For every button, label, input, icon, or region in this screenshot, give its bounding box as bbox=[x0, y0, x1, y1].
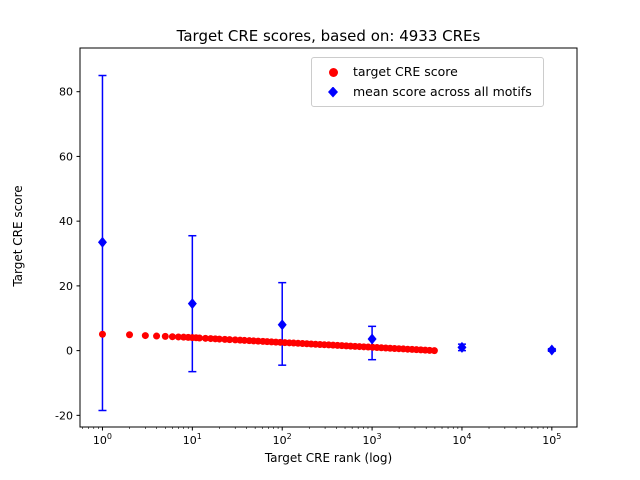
y-tick-label: 0 bbox=[66, 345, 73, 358]
legend-label-target: target CRE score bbox=[353, 64, 458, 79]
legend-item-target: target CRE score bbox=[322, 64, 532, 80]
x-tick-label: 101 bbox=[183, 432, 202, 447]
legend-item-mean: mean score across all motifs bbox=[322, 84, 532, 100]
mean-point bbox=[277, 319, 287, 331]
x-tick-label: 103 bbox=[363, 432, 382, 447]
y-tick-label: 60 bbox=[59, 150, 73, 163]
mean-errorbars bbox=[98, 74, 556, 412]
y-axis-ticks: -20 0 20 40 60 80 bbox=[55, 86, 80, 422]
chart-title: Target CRE scores, based on: 4933 CREs bbox=[176, 27, 481, 45]
target-point bbox=[161, 332, 169, 340]
target-point bbox=[141, 332, 149, 340]
y-tick-label: 80 bbox=[59, 86, 73, 99]
target-point bbox=[201, 334, 209, 342]
legend-label-mean: mean score across all motifs bbox=[353, 84, 532, 99]
mean-point bbox=[547, 344, 557, 356]
x-axis-ticks: 100 101 102 103 104 105 bbox=[82, 427, 561, 447]
y-tick-label: 40 bbox=[59, 215, 73, 228]
target-point bbox=[174, 333, 182, 341]
y-axis-label: Target CRE score bbox=[11, 185, 25, 287]
target-series bbox=[98, 330, 438, 355]
target-point bbox=[430, 347, 438, 355]
y-tick-label: 20 bbox=[59, 280, 73, 293]
x-tick-label: 100 bbox=[93, 432, 112, 447]
target-point bbox=[168, 333, 176, 341]
target-point bbox=[195, 334, 203, 342]
target-point bbox=[98, 330, 106, 338]
x-tick-label: 102 bbox=[273, 432, 292, 447]
x-tick-label: 104 bbox=[452, 432, 471, 447]
mean-series bbox=[97, 236, 557, 356]
legend: target CRE score mean score across all m… bbox=[311, 57, 544, 107]
target-point bbox=[126, 331, 134, 339]
x-axis-label: Target CRE rank (log) bbox=[264, 451, 393, 465]
axes-frame bbox=[79, 47, 578, 428]
x-tick-label: 105 bbox=[542, 432, 561, 447]
legend-marker-wrap bbox=[322, 86, 344, 98]
mean-point bbox=[457, 341, 467, 353]
target-point bbox=[153, 332, 161, 340]
legend-marker-wrap bbox=[322, 67, 344, 77]
mean-point bbox=[187, 298, 197, 310]
y-tick-label: -20 bbox=[55, 409, 73, 422]
mean-point bbox=[367, 333, 377, 345]
target-point bbox=[215, 335, 223, 343]
target-circle-marker-icon bbox=[328, 67, 338, 77]
mean-point bbox=[97, 236, 107, 248]
target-point bbox=[226, 336, 234, 344]
mean-diamond-marker-icon bbox=[328, 86, 338, 98]
